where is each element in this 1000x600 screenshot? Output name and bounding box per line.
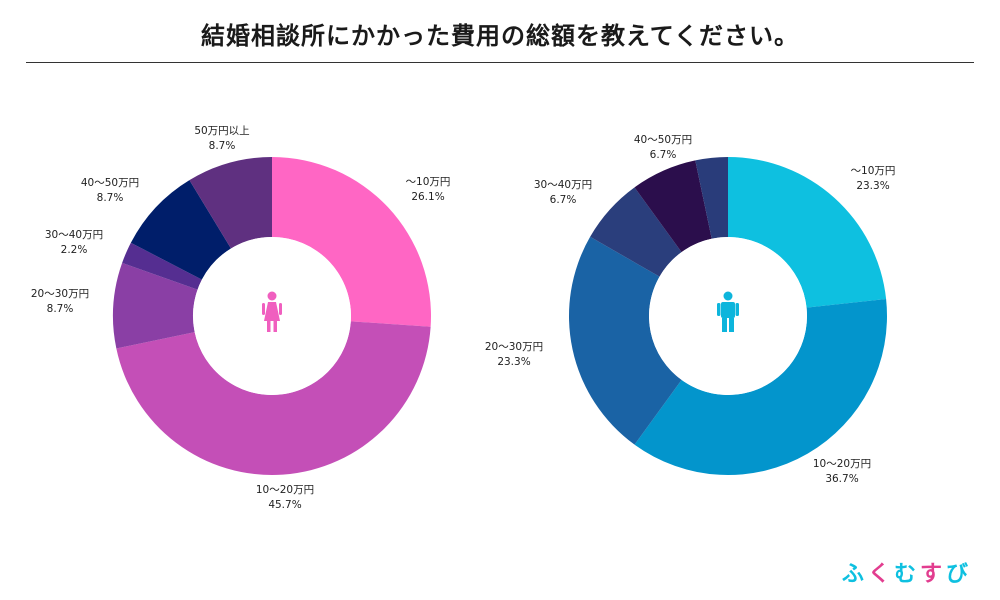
brand-char: む bbox=[893, 562, 920, 587]
slice-label-female-0: 〜10万円 bbox=[406, 176, 451, 188]
brand-char: す bbox=[919, 562, 946, 587]
slice-male-1[interactable] bbox=[634, 299, 887, 475]
slice-value-female-3: 2.2% bbox=[61, 244, 88, 256]
slice-label-male-4: 40〜50万円 bbox=[634, 134, 692, 146]
slice-label-female-4: 40〜50万円 bbox=[81, 177, 139, 189]
slice-female-0[interactable] bbox=[272, 157, 432, 327]
slice-label-male-2: 20〜30万円 bbox=[485, 341, 543, 353]
slice-male-2[interactable] bbox=[569, 236, 682, 445]
slice-female-1[interactable] bbox=[116, 321, 431, 475]
slice-value-male-0: 23.3% bbox=[856, 180, 889, 192]
male-icon bbox=[717, 291, 739, 332]
brand-char: ふ bbox=[841, 562, 868, 587]
slice-value-male-2: 23.3% bbox=[497, 356, 530, 368]
page-title: 結婚相談所にかかった費用の総額を教えてください。 bbox=[200, 22, 800, 50]
slice-label-female-5: 50万円以上 bbox=[194, 125, 249, 137]
brand-logo[interactable]: ふくむすび bbox=[842, 556, 972, 588]
slice-label-male-3: 30〜40万円 bbox=[534, 179, 592, 191]
brand-char: く bbox=[867, 562, 894, 587]
slice-label-female-3: 30〜40万円 bbox=[45, 229, 103, 241]
slice-female-4[interactable] bbox=[130, 180, 231, 280]
male-donut-chart: 〜10万円 23.3% 10〜20万円 36.7% 20〜30万円 23.3% 30〜40万… bbox=[485, 134, 896, 485]
slice-value-female-1: 45.7% bbox=[268, 499, 301, 511]
slice-value-female-4: 8.7% bbox=[97, 192, 124, 204]
slice-label-female-1: 10〜20万円 bbox=[256, 484, 314, 496]
slice-male-3[interactable] bbox=[590, 187, 682, 277]
slice-female-2[interactable] bbox=[113, 262, 198, 349]
slice-male-0[interactable] bbox=[728, 157, 887, 308]
title-divider bbox=[26, 62, 974, 63]
female-icon bbox=[262, 291, 282, 332]
slice-male-5[interactable] bbox=[695, 157, 728, 239]
slice-value-female-5: 8.7% bbox=[209, 140, 236, 152]
slice-female-3[interactable] bbox=[122, 242, 202, 290]
brand-char: び bbox=[945, 562, 972, 587]
slice-value-male-3: 6.7% bbox=[550, 194, 577, 206]
female-donut-chart: 〜10万円 26.1% 10〜20万円 45.7% 20〜30万円 8.7% 30〜40万円… bbox=[31, 125, 451, 511]
slice-value-female-0: 26.1% bbox=[411, 191, 444, 203]
slice-value-male-1: 36.7% bbox=[825, 473, 858, 485]
slice-label-female-2: 20〜30万円 bbox=[31, 288, 89, 300]
slice-value-female-2: 8.7% bbox=[47, 303, 74, 315]
slice-label-male-1: 10〜20万円 bbox=[813, 458, 871, 470]
slice-label-male-0: 〜10万円 bbox=[851, 165, 896, 177]
slice-male-4[interactable] bbox=[634, 160, 712, 253]
slice-female-5[interactable] bbox=[189, 157, 272, 249]
slice-value-male-4: 6.7% bbox=[650, 149, 677, 161]
